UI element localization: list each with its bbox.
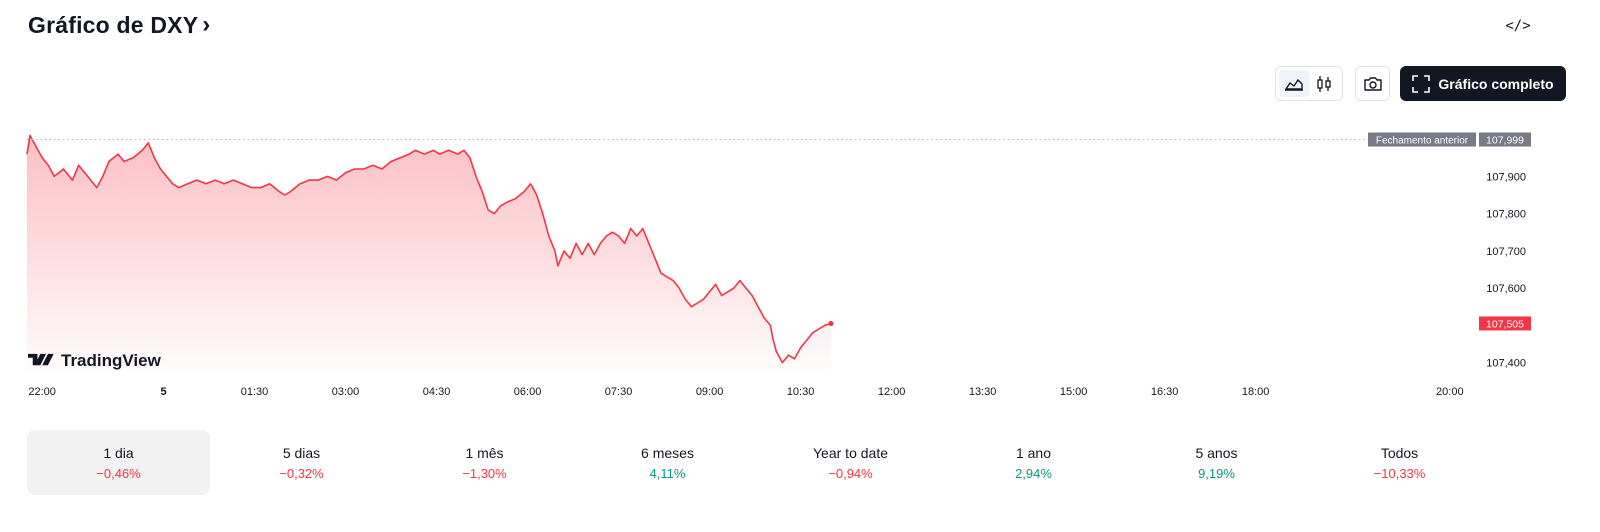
x-tick-label: 03:00 (332, 386, 360, 398)
x-tick-label: 15:00 (1060, 386, 1088, 398)
last-value-label: 107,505 (1486, 318, 1524, 330)
y-tick-label: 107,700 (1486, 246, 1526, 258)
period-change: −0,46% (96, 465, 141, 481)
x-tick-label: 22:00 (28, 386, 56, 398)
period-change: 9,19% (1198, 465, 1235, 481)
fullscreen-icon (1412, 74, 1431, 93)
chart-title-link[interactable]: Gráfico de DXY › (28, 10, 211, 39)
page-title: Gráfico de DXY (28, 12, 199, 38)
x-tick-label: 5 (160, 386, 166, 398)
price-area-fill (27, 135, 831, 370)
y-tick-label: 107,400 (1486, 358, 1526, 370)
last-value-badge (1479, 316, 1531, 331)
last-price-dot (828, 320, 834, 327)
period-tab-1[interactable]: 5 dias −0,32% (210, 430, 393, 495)
period-label: 5 dias (282, 444, 321, 461)
period-label: 5 anos (1195, 444, 1238, 461)
y-tick-label: 107,600 (1486, 283, 1526, 295)
tradingview-logo: TradingView (28, 351, 162, 370)
x-tick-label: 16:30 (1151, 386, 1179, 398)
previous-close-value-badge (1479, 132, 1531, 147)
embed-code-button[interactable]: </> (1505, 14, 1531, 38)
period-tab-3[interactable]: 6 meses 4,11% (576, 430, 759, 495)
price-chart[interactable]: Fechamento anterior 107,999 107,900 107,800… (0, 120, 1600, 410)
x-tick-label: 06:00 (514, 386, 542, 398)
area-chart-button[interactable] (1279, 70, 1309, 97)
previous-close-value: 107,999 (1486, 135, 1524, 147)
period-tab-2[interactable]: 1 mês −1,30% (393, 430, 576, 495)
y-tick-label: 107,900 (1486, 171, 1526, 183)
x-tick-label: 18:00 (1242, 386, 1270, 398)
candlestick-icon (1317, 75, 1331, 92)
period-label: 1 dia (103, 444, 134, 461)
x-tick-label: 12:00 (878, 386, 906, 398)
full-chart-label: Gráfico completo (1438, 75, 1554, 92)
candlestick-chart-button[interactable] (1309, 70, 1339, 97)
period-label: Todos (1380, 444, 1419, 461)
price-line (26, 134, 832, 364)
code-icon: </> (1505, 18, 1531, 34)
period-label: 1 mês (465, 444, 504, 461)
period-tab-6[interactable]: 5 anos 9,19% (1125, 430, 1308, 495)
period-selector: 1 dia −0,46% 5 dias −0,32% 1 mês −1,30% 6 mese… (27, 430, 1491, 495)
y-tick-label: 107,800 (1486, 209, 1526, 221)
full-chart-button[interactable]: Gráfico completo (1400, 66, 1566, 101)
period-change: −0,94% (828, 465, 873, 481)
x-tick-label: 10:30 (787, 386, 815, 398)
chevron-right-icon: › (202, 10, 211, 38)
period-change: −0,32% (279, 465, 324, 481)
chart-type-switcher (1275, 66, 1343, 101)
tradingview-logo-text: TradingView (61, 351, 162, 370)
period-change: −1,30% (462, 465, 507, 481)
period-label: Year to date (813, 444, 888, 461)
x-tick-label: 04:30 (423, 386, 451, 398)
period-change: 2,94% (1015, 465, 1052, 481)
period-tab-4[interactable]: Year to date −0,94% (759, 430, 942, 495)
area-chart-icon (1285, 78, 1303, 91)
x-tick-label: 01:30 (241, 386, 269, 398)
previous-close-label-badge (1368, 132, 1476, 147)
period-tab-7[interactable]: Todos −10,33% (1308, 430, 1491, 495)
period-tab-5[interactable]: 1 ano 2,94% (942, 430, 1125, 495)
x-tick-label: 07:30 (605, 386, 633, 398)
screenshot-button[interactable] (1355, 66, 1390, 101)
camera-icon (1363, 76, 1382, 91)
x-tick-label: 20:00 (1436, 386, 1464, 398)
chart-toolbar: Gráfico completo (1275, 66, 1566, 101)
period-label: 6 meses (641, 444, 694, 461)
previous-close-label: Fechamento anterior (1376, 136, 1469, 147)
period-label: 1 ano (1015, 444, 1052, 461)
x-tick-label: 09:00 (696, 386, 724, 398)
period-change: 4,11% (649, 465, 686, 481)
x-tick-label: 13:30 (969, 386, 997, 398)
tradingview-logo-icon (28, 353, 54, 366)
period-change: −10,33% (1373, 465, 1426, 481)
period-tab-0[interactable]: 1 dia −0,46% (27, 430, 210, 495)
